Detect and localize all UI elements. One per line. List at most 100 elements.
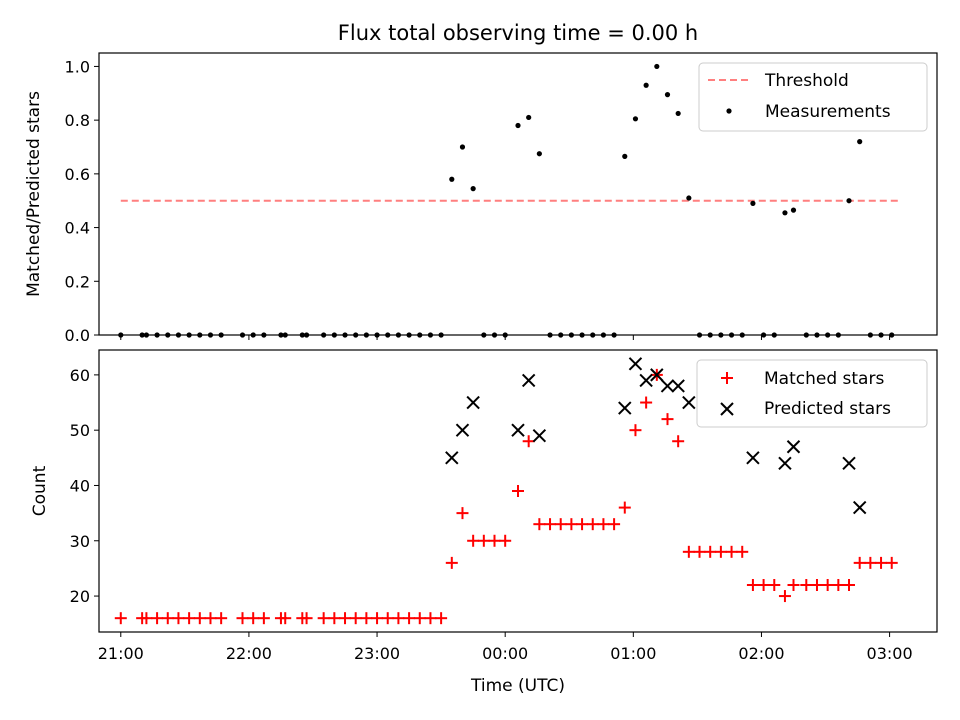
- matched-stars-point: [554, 518, 567, 531]
- matched-stars-point: [257, 612, 270, 625]
- predicted-stars-point: [639, 373, 653, 388]
- matched-stars-point: [193, 612, 206, 625]
- matched-stars-point: [672, 435, 685, 448]
- measurement-point: [686, 195, 692, 201]
- y-tick-label: 30: [70, 532, 90, 551]
- measurement-point: [459, 144, 466, 150]
- y-tick-label: 0.4: [65, 219, 90, 238]
- bottom-legend: Matched stars Predicted stars: [696, 359, 928, 428]
- matched-stars-point: [629, 424, 642, 437]
- matched-stars-point: [360, 612, 373, 625]
- x-tick-label: 00:00: [482, 644, 528, 663]
- matched-stars-point: [114, 612, 127, 625]
- matched-stars-point: [875, 556, 888, 569]
- measurement-point: [632, 116, 639, 122]
- matched-stars-point: [317, 612, 330, 625]
- predicted-stars-point: [532, 428, 547, 443]
- top-legend: Threshold Measurements: [698, 62, 928, 132]
- matched-stars-point: [435, 612, 448, 625]
- matched-stars-point: [381, 612, 394, 625]
- measurement-point: [470, 186, 476, 192]
- bottom-panel: 20 30 40 50 60 21:00 22:00 23:00 00:00 01:00 02:0…: [30, 349, 938, 696]
- matched-stars-point: [279, 612, 292, 625]
- matched-stars-point: [597, 518, 610, 531]
- matched-stars-point: [247, 612, 260, 625]
- top-plot-frame: [98, 52, 938, 336]
- matched-stars-point: [183, 612, 196, 625]
- matched-stars-point: [736, 545, 749, 558]
- y-tick-label: 0.6: [65, 165, 90, 184]
- bottom-y-axis-label: Count: [30, 465, 50, 516]
- measurement-point: [750, 200, 756, 206]
- matched-stars-point: [778, 590, 791, 603]
- predicted-stars-point: [466, 395, 480, 410]
- matched-stars-point: [204, 612, 217, 625]
- chart-title: Flux total observing time = 0.00 h: [338, 21, 698, 45]
- predicted-stars-point: [778, 456, 792, 471]
- matched-stars-legend-swatch: [721, 372, 733, 384]
- matched-stars-point: [693, 545, 706, 558]
- predicted-stars-point: [650, 368, 664, 382]
- measurement-point: [846, 198, 852, 204]
- matched-stars-point: [300, 612, 313, 625]
- y-tick-label: 60: [70, 366, 90, 385]
- measurement-point: [622, 153, 628, 159]
- matched-stars-point: [544, 518, 557, 531]
- matched-stars-point: [586, 518, 599, 531]
- matched-stars-point: [456, 507, 469, 520]
- matched-stars-point: [512, 485, 524, 497]
- top-panel: 0.0 0.2 0.4 0.6 0.8 1.0 Matched/Predicted sta…: [24, 52, 938, 345]
- measurements-legend-label: Measurements: [765, 102, 891, 122]
- matched-stars-point: [565, 518, 578, 531]
- matched-stars-point: [800, 579, 813, 591]
- measurement-point: [857, 139, 863, 145]
- matched-stars-point: [787, 579, 800, 591]
- predicted-stars-legend-label: Predicted stars: [764, 399, 891, 419]
- matched-stars-point: [349, 612, 362, 625]
- x-tick-label: 22:00: [226, 644, 272, 663]
- matched-stars-point: [832, 579, 845, 591]
- predicted-stars-point: [521, 373, 536, 388]
- measurement-point: [536, 151, 542, 157]
- measurement-point: [654, 63, 660, 70]
- measurements-legend-swatch: [726, 108, 732, 114]
- x-tick-label: 01:00: [610, 644, 656, 663]
- matched-stars-point: [618, 501, 631, 514]
- matched-stars-point: [413, 612, 426, 625]
- matched-stars-point: [339, 612, 352, 625]
- predicted-stars-point: [682, 395, 696, 410]
- matched-stars-point: [499, 534, 512, 547]
- predicted-stars-point: [455, 423, 470, 437]
- predicted-stars-point: [618, 401, 632, 415]
- predicted-stars-point: [746, 451, 760, 465]
- x-tick-label: 23:00: [354, 644, 400, 663]
- y-tick-label: 50: [70, 421, 90, 440]
- predicted-stars-point: [628, 357, 643, 371]
- predicted-stars-point: [660, 379, 675, 393]
- matched-stars-point: [467, 534, 480, 547]
- measurement-point: [515, 122, 521, 129]
- matched-stars-point: [853, 556, 866, 569]
- matched-stars-point: [864, 556, 877, 569]
- x-tick-label: 02:00: [738, 644, 784, 663]
- predicted-stars-point: [671, 379, 685, 393]
- matched-stars-point: [640, 396, 653, 409]
- y-tick-label: 1.0: [65, 57, 90, 76]
- matched-stars-point: [161, 612, 174, 625]
- y-tick-label: 0.0: [65, 326, 90, 345]
- matched-stars-point: [843, 579, 856, 591]
- matched-stars-point: [477, 534, 490, 547]
- matched-stars-point: [704, 545, 717, 558]
- measurement-point: [664, 92, 671, 98]
- bottom-plot-frame: [98, 349, 938, 633]
- matched-stars-point: [151, 612, 164, 625]
- matched-stars-point: [810, 579, 823, 591]
- matched-stars-point: [392, 612, 405, 625]
- matched-stars-legend-label: Matched stars: [764, 369, 884, 389]
- matched-stars-point: [445, 556, 458, 569]
- predicted-stars-point: [852, 500, 867, 515]
- predicted-stars-point: [445, 451, 459, 465]
- predicted-stars-legend-swatch: [720, 402, 734, 416]
- measurement-point: [449, 176, 455, 182]
